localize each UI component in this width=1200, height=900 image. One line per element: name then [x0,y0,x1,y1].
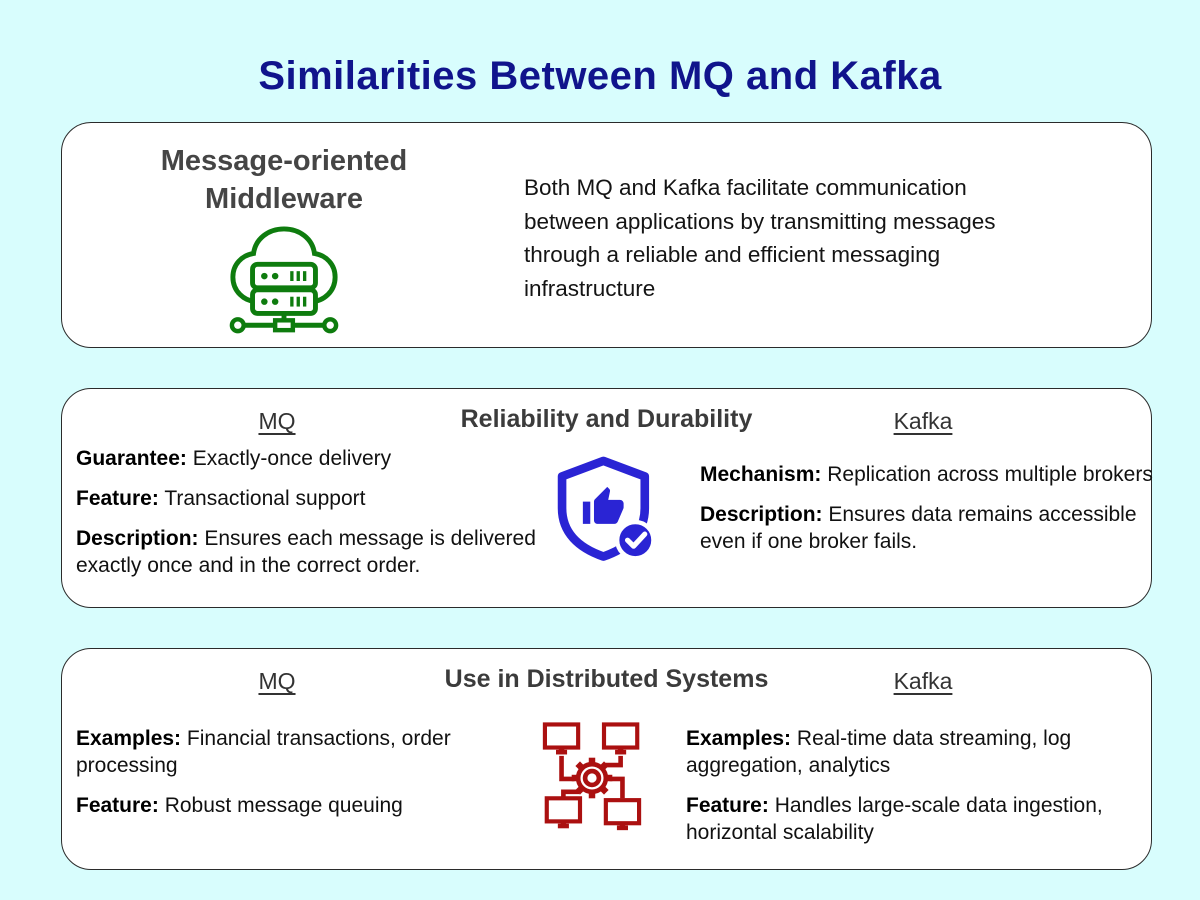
card3-mq-feature: Feature: Robust message queuing [76,794,403,817]
card2-title: Reliability and Durability [460,405,753,433]
page-title: Similarities Between MQ and Kafka [258,54,942,98]
card3-mq-column: Examples: Financial transactions, order … [76,725,546,832]
card3-kafka-column: Examples: Real-time data streaming, log … [686,725,1186,859]
card3-kafka-examples: Examples: Real-time data streaming, log … [686,727,1072,777]
card3-title: Use in Distributed Systems [444,665,769,693]
card2-mq-guarantee: Guarantee: Exactly-once delivery [76,447,392,470]
card2-mq-feature: Feature: Transactional support [76,487,366,510]
distributed-network-gear-icon [532,713,652,848]
card3-mq-label: MQ [258,668,296,694]
card2-kafka-label: Kafka [893,408,953,434]
card2-kafka-column: Mechanism: Replication across multiple b… [700,461,1180,568]
card2-mq-label: MQ [258,408,296,434]
card3-mq-examples: Examples: Financial transactions, order … [76,727,451,777]
card2-kafka-mechanism: Mechanism: Replication across multiple b… [700,463,1153,486]
card2-kafka-description: Description: Ensures data remains access… [700,503,1137,553]
card3-kafka-feature: Feature: Handles large-scale data ingest… [686,794,1103,844]
card2-mq-column: Guarantee: Exactly-once delivery Feature… [76,445,576,592]
card-distributed-systems: MQ Use in Distributed Systems Kafka Exam… [61,648,1152,870]
card-reliability-durability: MQ Reliability and Durability Kafka Guar… [61,388,1153,608]
card1-heading: Message-oriented Middleware [160,145,408,215]
card3-kafka-label: Kafka [893,668,953,694]
shield-thumbs-up-check-icon [550,453,662,572]
card1-description: Both MQ and Kafka facilitate communicati… [524,175,996,301]
cloud-servers-network-icon [225,223,343,344]
card2-mq-description: Description: Ensures each message is del… [76,527,536,577]
card-message-oriented-middleware: Message-oriented Middleware [61,122,1152,348]
